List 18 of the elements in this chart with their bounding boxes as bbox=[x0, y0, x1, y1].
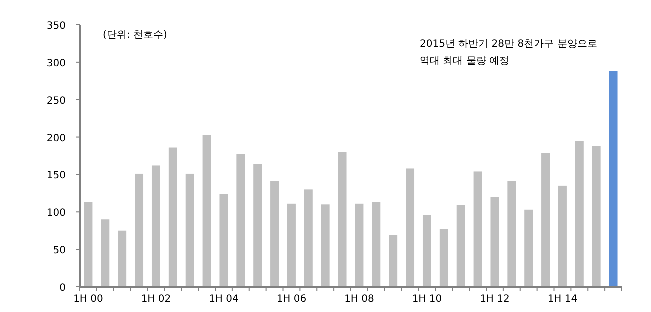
x-tick-label: 1H 12 bbox=[480, 294, 510, 305]
x-tick-label: 1H 04 bbox=[209, 294, 239, 305]
y-tick-label: 50 bbox=[53, 246, 66, 257]
y-tick-label: 150 bbox=[46, 170, 66, 182]
annotation: (단위: 천호수) bbox=[103, 30, 168, 41]
y-tick-label: 0 bbox=[60, 283, 66, 294]
y-tick-label: 300 bbox=[46, 58, 66, 70]
y-tick-label: 100 bbox=[46, 208, 66, 220]
x-tick-label: 1H 10 bbox=[412, 294, 442, 305]
x-tick-label: 1H 08 bbox=[344, 294, 374, 305]
y-tick-label: 250 bbox=[46, 96, 66, 107]
x-tick-label: 1H 02 bbox=[141, 294, 172, 305]
x-tick-label: 1H 06 bbox=[276, 294, 307, 305]
x-tick-label: 1H 00 bbox=[74, 294, 104, 305]
y-tick-label: 200 bbox=[46, 133, 66, 144]
annotation: 2015년 하반기 28만 8천가구 분양으로 역대 최대 물량 예정 bbox=[420, 39, 598, 67]
x-tick-label: 1H 14 bbox=[548, 294, 578, 305]
y-tick-label: 350 bbox=[46, 21, 66, 32]
